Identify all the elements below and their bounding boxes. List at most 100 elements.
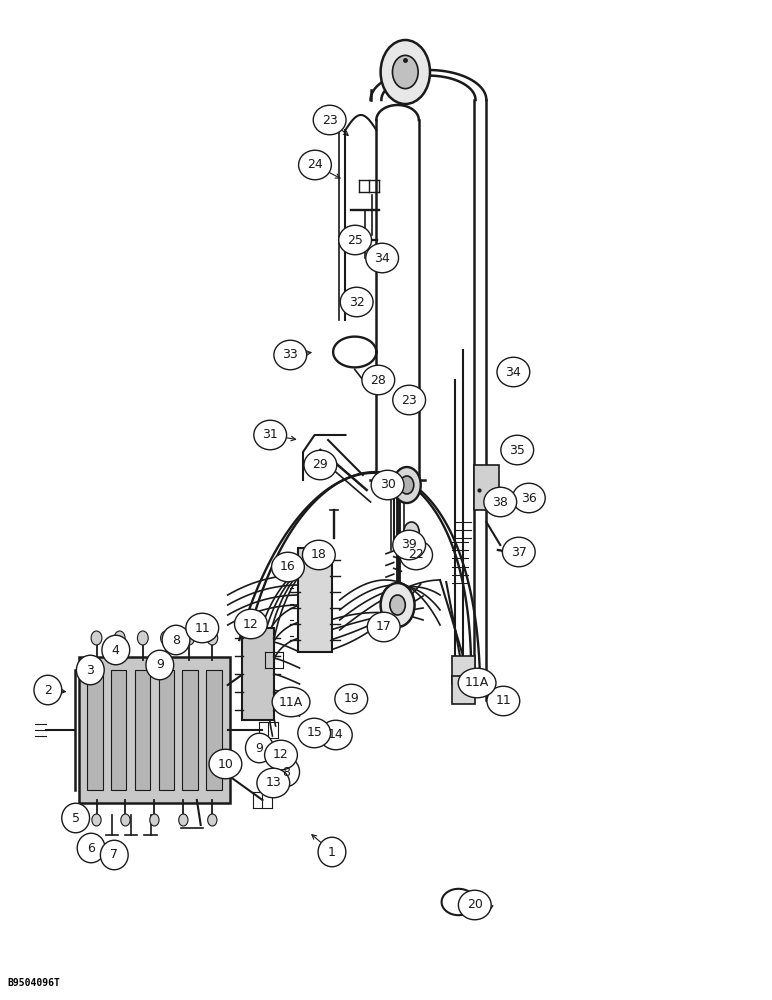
- Text: 11: 11: [195, 621, 210, 635]
- Circle shape: [91, 631, 102, 645]
- Ellipse shape: [459, 890, 491, 920]
- Text: 22: 22: [408, 548, 424, 562]
- Text: 7: 7: [110, 848, 118, 861]
- Text: B9504096T: B9504096T: [8, 978, 60, 988]
- Bar: [87, 670, 103, 790]
- Circle shape: [381, 40, 430, 104]
- Circle shape: [92, 814, 101, 826]
- Text: 20: 20: [467, 898, 482, 912]
- Ellipse shape: [320, 720, 352, 750]
- Text: 12: 12: [273, 748, 289, 762]
- Ellipse shape: [484, 487, 516, 517]
- Text: 10: 10: [218, 758, 233, 770]
- Text: 4: 4: [112, 644, 120, 656]
- Text: 34: 34: [374, 251, 390, 264]
- Bar: [206, 670, 222, 790]
- FancyBboxPatch shape: [242, 628, 274, 720]
- Text: 34: 34: [506, 365, 521, 378]
- Text: 29: 29: [313, 458, 328, 472]
- Ellipse shape: [299, 150, 331, 180]
- Ellipse shape: [146, 650, 174, 680]
- Ellipse shape: [501, 435, 533, 465]
- Text: 11A: 11A: [279, 696, 303, 708]
- Ellipse shape: [339, 225, 371, 255]
- Ellipse shape: [459, 668, 496, 698]
- Text: 37: 37: [511, 546, 527, 558]
- Ellipse shape: [34, 675, 62, 705]
- Text: 35: 35: [510, 444, 525, 456]
- Ellipse shape: [366, 243, 398, 273]
- Text: 36: 36: [521, 491, 537, 504]
- Text: 19: 19: [344, 692, 359, 706]
- Text: 9: 9: [156, 658, 164, 672]
- Ellipse shape: [335, 684, 367, 714]
- Text: 30: 30: [380, 479, 395, 491]
- Text: 13: 13: [266, 776, 281, 790]
- Ellipse shape: [272, 757, 300, 787]
- Ellipse shape: [367, 612, 400, 642]
- Ellipse shape: [318, 837, 346, 867]
- Bar: [182, 670, 198, 790]
- Text: 8: 8: [282, 766, 290, 778]
- Ellipse shape: [304, 450, 337, 480]
- Text: 23: 23: [322, 113, 337, 126]
- Ellipse shape: [497, 357, 530, 387]
- Circle shape: [137, 631, 148, 645]
- Ellipse shape: [272, 552, 304, 582]
- Circle shape: [381, 583, 415, 627]
- Text: 24: 24: [307, 158, 323, 172]
- Circle shape: [393, 467, 421, 503]
- Circle shape: [400, 476, 414, 494]
- Bar: [452, 656, 475, 684]
- Circle shape: [184, 631, 195, 645]
- Circle shape: [390, 595, 405, 615]
- Text: 5: 5: [72, 812, 80, 824]
- Ellipse shape: [209, 749, 242, 779]
- Circle shape: [120, 814, 130, 826]
- Ellipse shape: [186, 613, 218, 643]
- Circle shape: [404, 522, 419, 542]
- Bar: [474, 465, 499, 510]
- Text: 12: 12: [243, 617, 259, 631]
- FancyBboxPatch shape: [79, 657, 230, 803]
- Ellipse shape: [513, 483, 545, 513]
- Ellipse shape: [371, 470, 404, 500]
- Text: 1: 1: [328, 846, 336, 858]
- Text: 31: 31: [262, 428, 278, 442]
- Text: 38: 38: [493, 495, 508, 508]
- Ellipse shape: [77, 833, 105, 863]
- Ellipse shape: [400, 540, 432, 570]
- Text: 17: 17: [376, 620, 391, 634]
- Text: 14: 14: [328, 728, 344, 742]
- Text: 3: 3: [86, 664, 94, 676]
- Ellipse shape: [393, 385, 425, 415]
- Ellipse shape: [62, 803, 90, 833]
- Ellipse shape: [340, 287, 373, 317]
- FancyBboxPatch shape: [298, 548, 332, 652]
- Text: 6: 6: [87, 842, 95, 854]
- Text: 39: 39: [401, 538, 417, 552]
- Circle shape: [178, 814, 188, 826]
- Bar: [135, 670, 151, 790]
- Text: 9: 9: [256, 742, 263, 754]
- Circle shape: [150, 814, 159, 826]
- Ellipse shape: [362, 365, 394, 395]
- Text: 11A: 11A: [465, 676, 489, 690]
- Ellipse shape: [162, 625, 190, 655]
- Bar: [158, 670, 174, 790]
- Text: 32: 32: [349, 296, 364, 308]
- Text: 15: 15: [306, 726, 322, 740]
- Circle shape: [161, 631, 171, 645]
- Ellipse shape: [235, 609, 267, 639]
- Ellipse shape: [273, 687, 310, 717]
- Ellipse shape: [503, 537, 535, 567]
- Ellipse shape: [100, 840, 128, 870]
- Text: 11: 11: [496, 694, 511, 708]
- Circle shape: [207, 631, 218, 645]
- Ellipse shape: [76, 655, 104, 685]
- Circle shape: [114, 631, 125, 645]
- Ellipse shape: [245, 733, 273, 763]
- Ellipse shape: [298, 718, 330, 748]
- Ellipse shape: [313, 105, 346, 135]
- Ellipse shape: [274, 340, 306, 370]
